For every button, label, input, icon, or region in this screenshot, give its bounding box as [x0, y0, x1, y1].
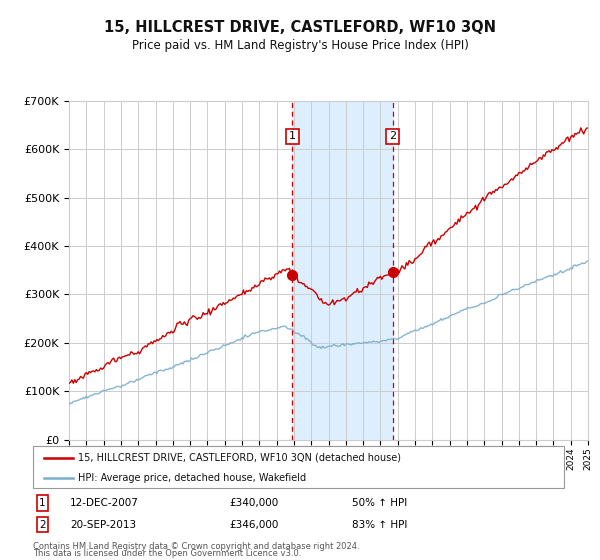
Text: 2: 2	[39, 520, 46, 530]
Text: 83% ↑ HPI: 83% ↑ HPI	[352, 520, 407, 530]
Text: HPI: Average price, detached house, Wakefield: HPI: Average price, detached house, Wake…	[78, 473, 306, 483]
Text: 20-SEP-2013: 20-SEP-2013	[70, 520, 136, 530]
Text: 15, HILLCREST DRIVE, CASTLEFORD, WF10 3QN (detached house): 15, HILLCREST DRIVE, CASTLEFORD, WF10 3Q…	[78, 452, 401, 463]
Text: £346,000: £346,000	[229, 520, 279, 530]
Text: 2: 2	[389, 132, 396, 141]
Text: 50% ↑ HPI: 50% ↑ HPI	[352, 498, 407, 508]
Text: 12-DEC-2007: 12-DEC-2007	[70, 498, 139, 508]
Text: £340,000: £340,000	[229, 498, 279, 508]
Text: 1: 1	[289, 132, 296, 141]
Text: This data is licensed under the Open Government Licence v3.0.: This data is licensed under the Open Gov…	[33, 549, 301, 558]
Text: Contains HM Land Registry data © Crown copyright and database right 2024.: Contains HM Land Registry data © Crown c…	[33, 542, 359, 550]
Text: 1: 1	[39, 498, 46, 508]
Bar	[292, 101, 392, 440]
Text: 15, HILLCREST DRIVE, CASTLEFORD, WF10 3QN: 15, HILLCREST DRIVE, CASTLEFORD, WF10 3Q…	[104, 20, 496, 35]
Text: Price paid vs. HM Land Registry's House Price Index (HPI): Price paid vs. HM Land Registry's House …	[131, 39, 469, 52]
